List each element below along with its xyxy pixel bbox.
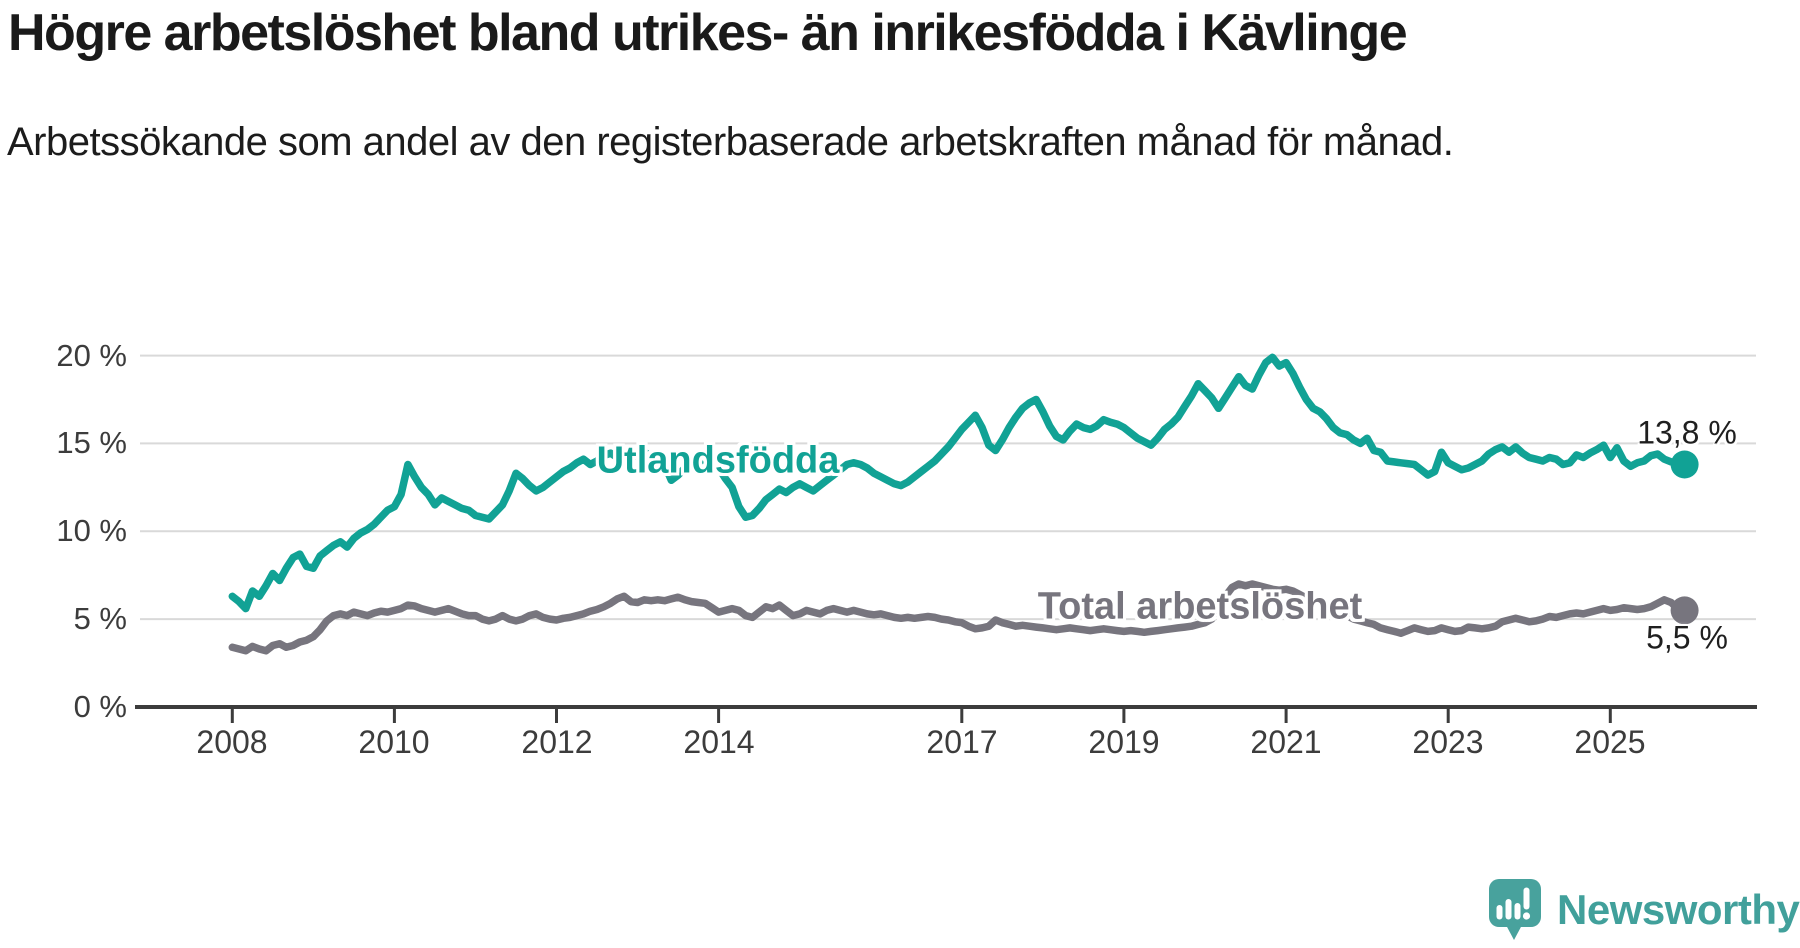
x-tick-label: 2010 [358, 724, 430, 760]
series-line-total-arbetsloshet [228, 580, 1689, 655]
end-value-label-total-arbetsloshet: 5,5 % [1646, 619, 1728, 656]
x-tick-label: 2025 [1574, 724, 1646, 760]
y-tick-label: 5 % [73, 601, 127, 636]
newsworthy-logo: Newsworthy [1488, 878, 1800, 942]
y-tick-label: 20 % [56, 338, 127, 373]
series-line-utlandsfodda [228, 353, 1689, 613]
chart-title: Högre arbetslöshet bland utrikes- än inr… [8, 4, 1408, 62]
end-value-label-utlandsfodda: 13,8 % [1637, 414, 1737, 451]
y-tick-label: 10 % [56, 513, 127, 548]
x-tick-label: 2017 [926, 724, 998, 760]
series-label-total-arbetsloshet: Total arbetslöshet [1037, 585, 1363, 628]
x-tick-label: 2023 [1412, 724, 1484, 760]
x-tick-label: 2019 [1088, 724, 1160, 760]
series-end-dot-utlandsfodda [1670, 450, 1699, 479]
series-label-utlandsfodda: Utlandsfödda [596, 439, 840, 482]
y-tick-label: 0 % [73, 689, 127, 724]
newsworthy-logo-text: Newsworthy [1557, 886, 1800, 933]
x-tick-label: 2014 [683, 724, 755, 760]
newsworthy-speech-bubble-chart-icon [1489, 879, 1541, 940]
series-end-dot-total-arbetsloshet [1670, 596, 1699, 625]
y-tick-label: 15 % [56, 425, 127, 460]
x-tick-label: 2012 [521, 724, 593, 760]
x-tick-label: 2008 [196, 724, 268, 760]
chart-subtitle: Arbetssökande som andel av den registerb… [7, 120, 1454, 164]
x-tick-label: 2021 [1250, 724, 1322, 760]
